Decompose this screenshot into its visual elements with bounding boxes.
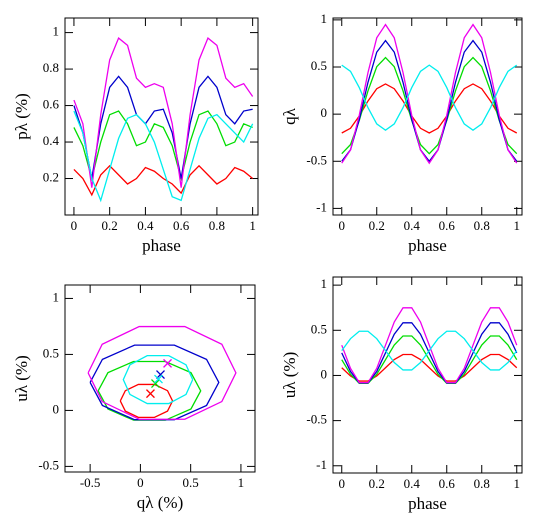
series-line <box>341 56 518 155</box>
series-line <box>341 39 518 163</box>
series-line <box>73 37 254 188</box>
x-tick-label: 0.6 <box>439 476 456 491</box>
y-tick-label: -0.5 <box>306 412 327 427</box>
plot-frame <box>64 17 259 216</box>
y-tick-label: 0.5 <box>311 321 327 336</box>
x-tick-label: 0.2 <box>102 218 118 233</box>
series-line <box>341 83 518 134</box>
y-tick-label: 1 <box>53 289 60 304</box>
x-tick-label: 0 <box>339 218 346 233</box>
y-tick-label: 0.8 <box>43 60 59 75</box>
x-tick-label: 1 <box>238 475 245 490</box>
plot-frame <box>332 276 523 474</box>
x-tick-label: 0.6 <box>439 218 456 233</box>
center-marker <box>156 370 165 380</box>
series-line <box>341 330 518 371</box>
series-line <box>89 344 220 421</box>
series-line <box>122 355 194 405</box>
x-tick-label: 0.4 <box>137 218 154 233</box>
center-marker <box>163 358 172 368</box>
y-tick-label: 0.5 <box>43 345 59 360</box>
marker-stroke <box>151 379 160 388</box>
marker-stroke <box>154 374 163 384</box>
y-tick-label: 1 <box>53 24 60 39</box>
x-axis-label: phase <box>408 494 447 513</box>
marker-stroke <box>163 358 172 368</box>
y-tick-label: 0.6 <box>43 97 60 112</box>
series-line <box>97 360 202 421</box>
x-tick-label: 1 <box>514 476 521 491</box>
series-line <box>341 322 518 384</box>
y-axis-label: pλ (%) <box>12 93 31 139</box>
x-tick-label: 0.2 <box>369 476 385 491</box>
series-line <box>73 75 253 179</box>
y-tick-label: -0.5 <box>38 457 59 472</box>
y-tick-label: 0.4 <box>43 133 60 148</box>
x-tick-label: 1 <box>514 218 521 233</box>
y-tick-label: 1 <box>321 11 328 26</box>
y-tick-label: 1 <box>321 276 328 291</box>
y-tick-label: -1 <box>316 457 327 472</box>
x-axis-label: qλ (%) <box>137 493 183 512</box>
series-line <box>341 64 518 131</box>
series-line <box>73 110 253 182</box>
plot-frame <box>64 284 256 473</box>
x-axis-label: phase <box>408 236 447 255</box>
plot-frame <box>332 17 523 216</box>
center-marker <box>151 379 160 388</box>
series-line <box>341 23 518 165</box>
y-tick-label: 0.2 <box>43 170 59 185</box>
x-tick-label: 0.8 <box>474 218 490 233</box>
x-tick-label: 0 <box>339 476 346 491</box>
y-tick-label: 0 <box>321 105 328 120</box>
y-axis-label: uλ (%) <box>280 352 299 398</box>
x-tick-label: 0.6 <box>173 218 190 233</box>
center-marker <box>154 374 163 384</box>
x-tick-label: 0.2 <box>369 218 385 233</box>
x-tick-label: 0 <box>71 218 78 233</box>
marker-stroke <box>145 389 155 399</box>
series-line <box>341 307 518 384</box>
y-tick-label: 0.5 <box>311 58 327 73</box>
y-axis-label: qλ <box>280 107 299 125</box>
y-axis-label: uλ (%) <box>12 355 31 401</box>
x-tick-label: 0 <box>137 475 144 490</box>
series-line <box>73 110 254 203</box>
y-tick-label: 0 <box>321 366 328 381</box>
x-tick-label: 0.4 <box>404 476 421 491</box>
x-tick-label: -0.5 <box>80 475 101 490</box>
y-tick-label: -1 <box>316 199 327 214</box>
x-tick-label: 1 <box>249 218 256 233</box>
x-tick-label: 0.4 <box>404 218 421 233</box>
x-tick-label: 0.5 <box>183 475 199 490</box>
x-tick-label: 0.8 <box>474 476 490 491</box>
series-line <box>87 325 237 420</box>
series-line <box>341 335 518 384</box>
marker-stroke <box>156 370 165 380</box>
x-axis-label: phase <box>142 236 181 255</box>
y-tick-label: -0.5 <box>306 152 327 167</box>
x-tick-label: 0.8 <box>209 218 225 233</box>
center-marker <box>145 389 155 399</box>
y-tick-label: 0 <box>53 401 60 416</box>
series-line <box>73 164 254 197</box>
